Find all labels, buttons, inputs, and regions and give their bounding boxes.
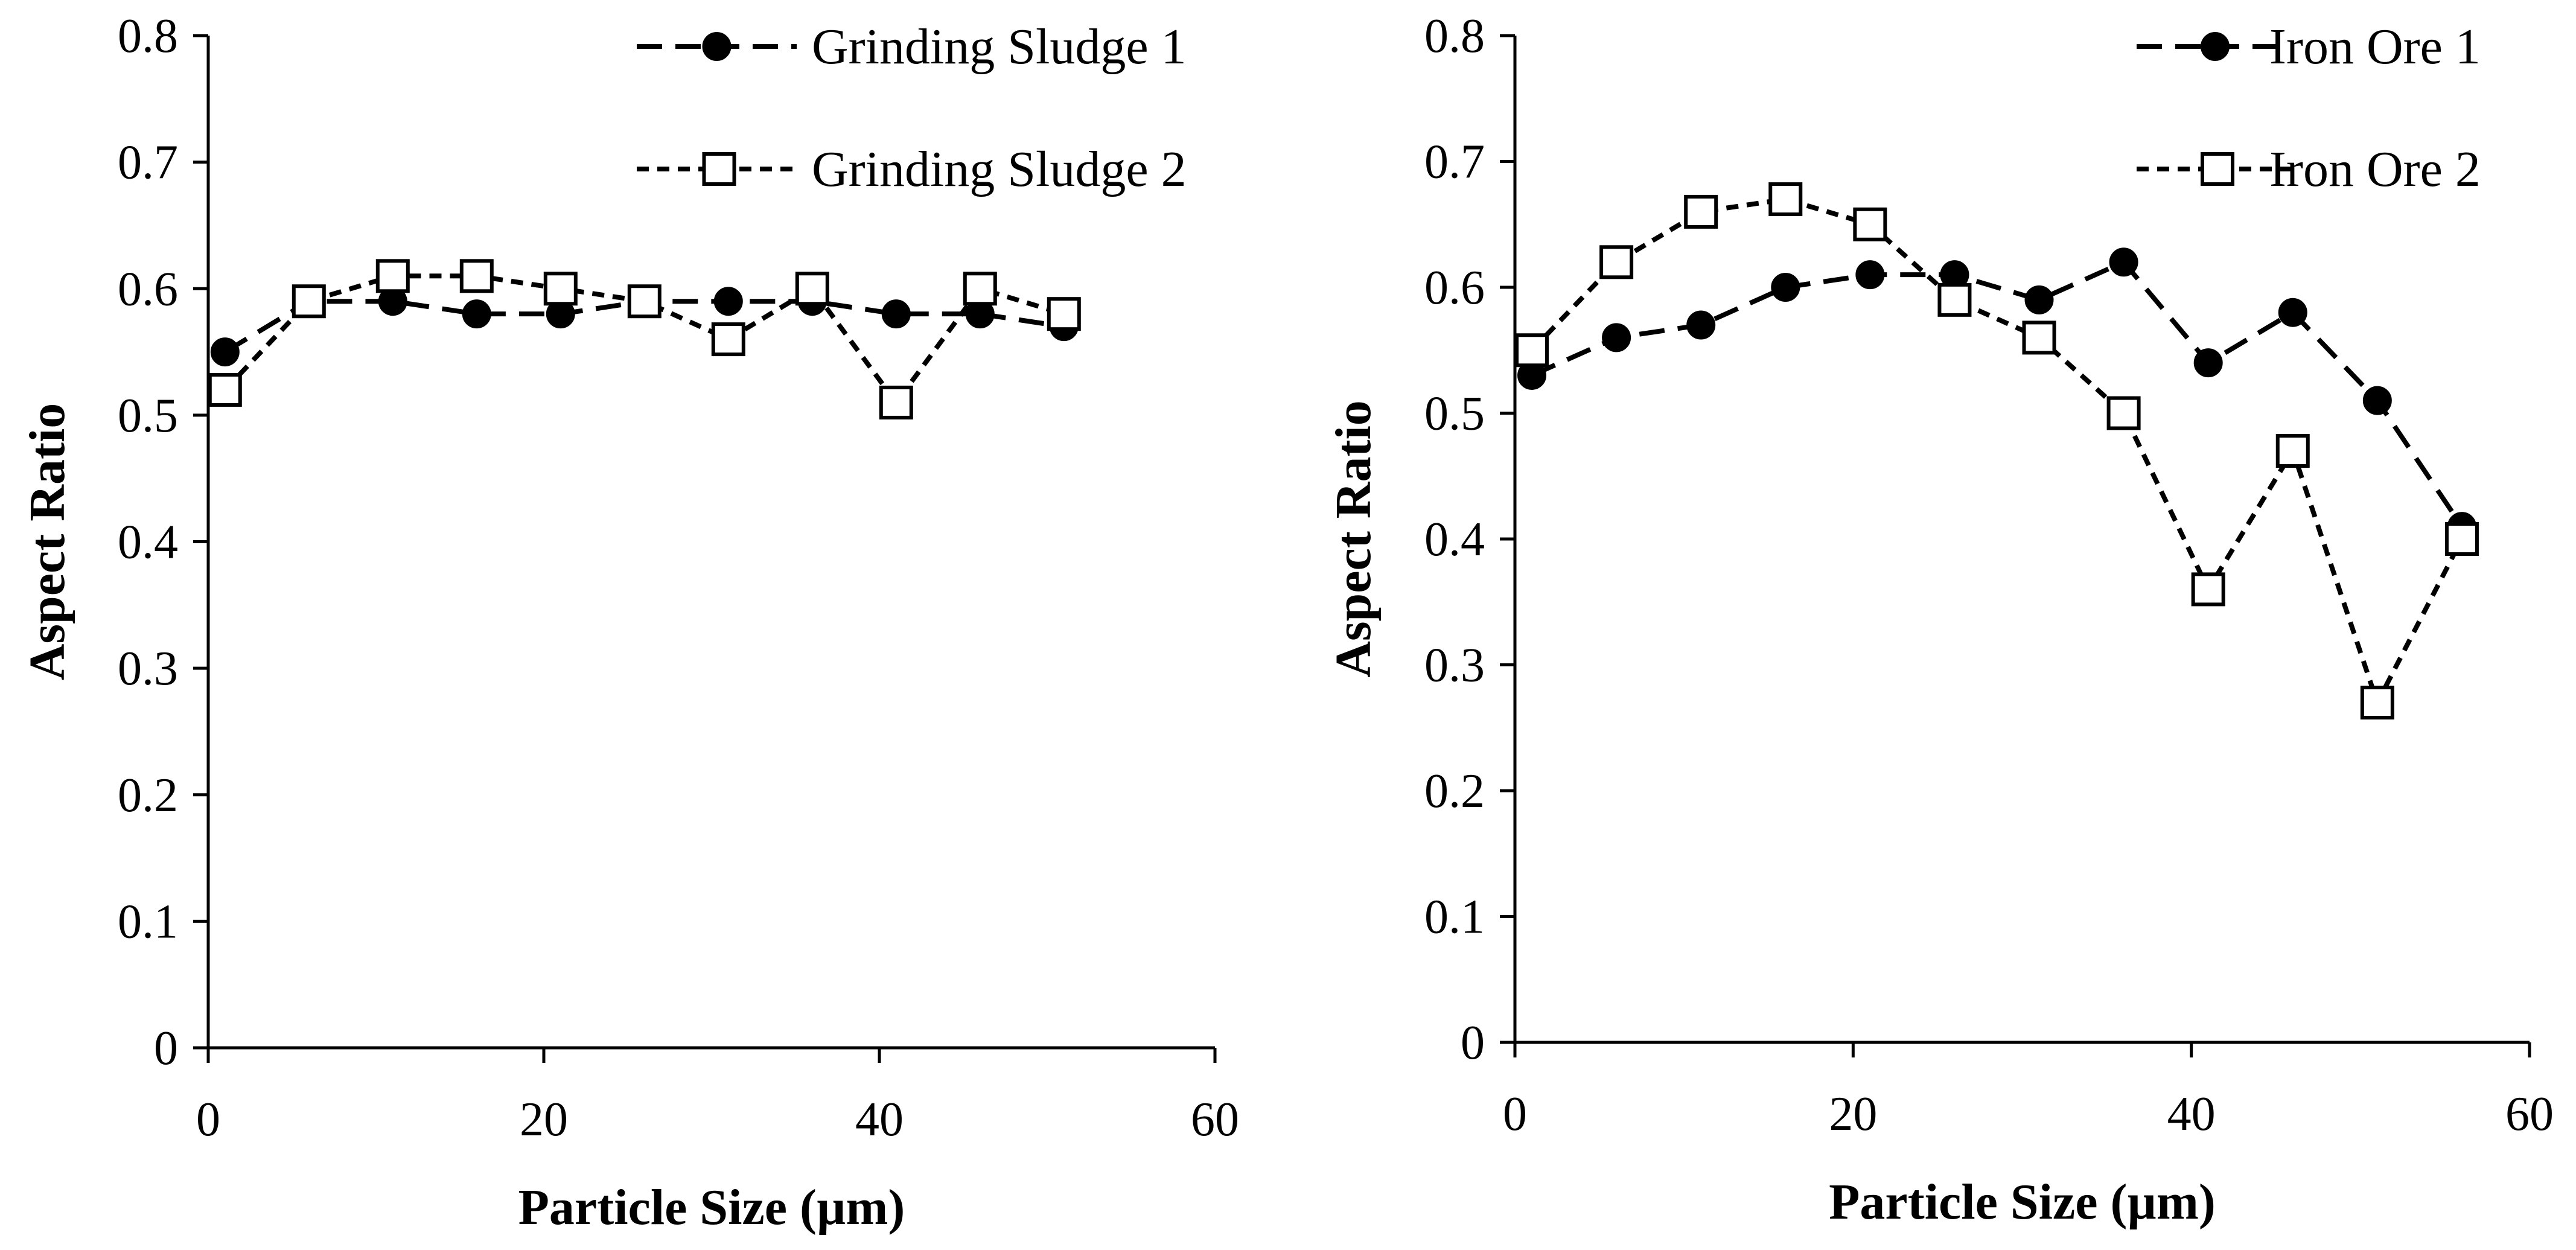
data-point — [2275, 434, 2310, 468]
series-grinding-sludge-2 — [208, 259, 1081, 419]
y-tick-label: 0.6 — [118, 263, 178, 316]
data-point — [2444, 522, 2479, 556]
x-axis-title: Particle Size (µm) — [518, 1179, 905, 1236]
x-tick-label: 60 — [2505, 1088, 2554, 1141]
legend-marker — [2201, 32, 2230, 61]
y-tick-label: 0.5 — [118, 389, 178, 442]
data-point — [1771, 273, 1800, 302]
data-point — [462, 299, 491, 329]
x-tick-label: 40 — [855, 1093, 904, 1146]
data-point — [2191, 572, 2225, 607]
legend-entry: Iron Ore 2 — [2137, 141, 2481, 197]
data-point — [543, 272, 578, 306]
data-point — [2024, 285, 2054, 314]
y-tick-label: 0.2 — [1424, 765, 1485, 818]
y-tick-label: 0.1 — [118, 895, 178, 948]
legend-entry: Grinding Sludge 1 — [637, 19, 1187, 75]
series-line — [1531, 259, 2464, 528]
y-tick-label: 0.7 — [1424, 136, 1485, 189]
data-point — [2278, 298, 2307, 327]
y-tick-label: 0.4 — [118, 516, 178, 569]
data-point — [713, 287, 743, 316]
x-tick-label: 60 — [1191, 1093, 1239, 1146]
x-tick-label: 20 — [520, 1093, 568, 1146]
chart-panel-1: 0 0.1 0.2 0.3 0.4 0.5 0.6 0.7 0.8 0 20 40 60 Particle… — [19, 10, 1239, 1236]
data-point — [2022, 320, 2056, 355]
y-tick-label: 0 — [1461, 1016, 1485, 1070]
data-point — [879, 385, 913, 419]
data-point — [2193, 348, 2223, 378]
legend-label: Iron Ore 2 — [2269, 141, 2481, 197]
data-point — [1855, 260, 1885, 290]
series-line — [1530, 196, 2464, 709]
y-tick-label: 0.7 — [118, 136, 178, 190]
data-point — [2106, 396, 2141, 430]
data-point — [795, 272, 829, 306]
legend-marker — [702, 32, 732, 61]
data-point — [711, 322, 745, 357]
data-point — [1047, 297, 1081, 331]
data-point — [1853, 207, 1887, 241]
x-tick-label: 40 — [2167, 1088, 2216, 1141]
legend-label: Grinding Sludge 2 — [812, 141, 1187, 197]
y-axis-title: Aspect Ratio — [1325, 400, 1382, 678]
y-axis-title: Aspect Ratio — [19, 403, 75, 681]
y-tick-label: 0.8 — [118, 10, 178, 63]
data-point — [2362, 386, 2392, 415]
y-tick-label: 0.4 — [1424, 513, 1485, 566]
data-point — [1686, 310, 1716, 340]
x-tick-label: 0 — [1503, 1088, 1527, 1141]
y-tick-label: 0.3 — [118, 642, 178, 695]
legend-marker — [702, 152, 736, 186]
data-point — [1768, 182, 1803, 217]
legend-entry: Grinding Sludge 2 — [637, 141, 1187, 197]
legend-entry: Iron Ore 1 — [2137, 19, 2481, 75]
x-tick-label: 0 — [196, 1093, 220, 1146]
y-tick-label: 0.6 — [1424, 261, 1485, 314]
chart-panel-2: 0 0.1 0.2 0.3 0.4 0.5 0.6 0.7 0.8 0 20 40 60 Particle… — [1325, 10, 2554, 1230]
data-point — [881, 299, 911, 329]
legend-marker — [2201, 152, 2234, 186]
data-point — [1599, 245, 1634, 279]
y-tick-label: 0.8 — [1424, 10, 1485, 63]
data-point — [2360, 686, 2394, 720]
series-iron-ore-2 — [1515, 182, 2479, 720]
y-tick-label: 0.1 — [1424, 891, 1485, 944]
y-tick-label: 0.2 — [118, 769, 178, 822]
data-point — [963, 272, 997, 306]
y-tick-label: 0 — [154, 1022, 178, 1075]
data-point — [375, 259, 410, 293]
legend-label: Iron Ore 1 — [2269, 19, 2481, 75]
y-tick-label: 0.3 — [1424, 639, 1485, 692]
data-point — [1602, 323, 1631, 352]
data-point — [1684, 194, 1718, 229]
y-tick-label: 0.5 — [1424, 387, 1485, 441]
data-point — [459, 259, 494, 293]
data-point — [1937, 282, 1972, 317]
x-axis-title: Particle Size (µm) — [1829, 1174, 2216, 1230]
data-point — [210, 337, 240, 367]
legend-label: Grinding Sludge 1 — [812, 19, 1187, 75]
series-iron-ore-1 — [1517, 247, 2476, 541]
data-point — [292, 284, 326, 319]
data-point — [1515, 333, 1549, 368]
data-point — [208, 372, 242, 407]
x-tick-label: 20 — [1829, 1088, 1877, 1141]
data-point — [2109, 247, 2138, 277]
data-point — [627, 284, 662, 319]
